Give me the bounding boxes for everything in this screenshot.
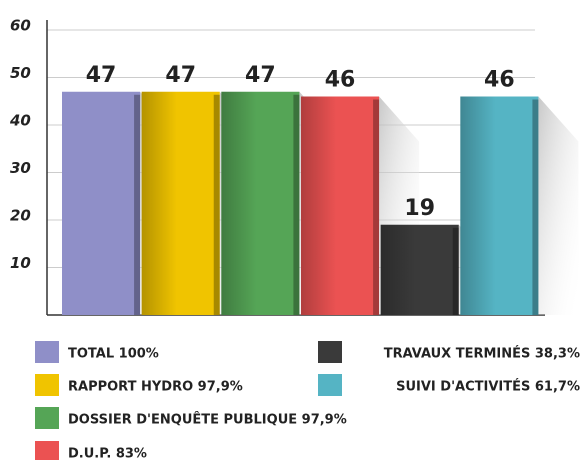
bar-shade (460, 96, 496, 315)
bar (62, 91, 141, 315)
legend-label: TRAVAUX TERMINÉS 38,3% (384, 346, 580, 362)
bar-shade (301, 96, 337, 315)
bar-shadow (538, 96, 579, 315)
y-tick-label: 20 (10, 207, 31, 225)
bar-side (532, 99, 539, 315)
legend-label: TOTAL 100% (68, 347, 159, 362)
bar-side (134, 94, 141, 315)
legend-swatch (35, 407, 59, 429)
value-label: 46 (325, 68, 356, 93)
legend-swatch (35, 441, 59, 460)
value-label: 47 (245, 63, 276, 88)
legend-label: SUIVI D'ACTIVITÉS 61,7% (396, 379, 580, 395)
legend-label: RAPPORT HYDRO 97,9% (68, 380, 243, 395)
legend-swatch (318, 341, 342, 363)
legend-label: D.U.P. 83% (68, 447, 147, 460)
bar-shade (380, 224, 416, 315)
bar-side (373, 99, 380, 315)
bar-shade (221, 91, 257, 315)
legend-swatch (35, 374, 59, 396)
legend-label: DOSSIER D'ENQUÊTE PUBLIQUE 97,9% (68, 412, 347, 428)
legend-swatch (318, 374, 342, 396)
value-label: 47 (165, 63, 196, 88)
value-label: 19 (404, 196, 435, 221)
y-tick-label: 10 (10, 254, 31, 272)
bar-shade (141, 91, 177, 315)
bar-side (293, 94, 300, 315)
y-tick-label: 50 (10, 64, 31, 82)
y-tick-label: 30 (10, 159, 31, 177)
y-tick-label: 40 (9, 112, 31, 130)
bar-side (452, 227, 459, 315)
value-label: 46 (484, 68, 515, 93)
legend-swatch (35, 341, 59, 363)
value-label: 47 (86, 63, 117, 88)
y-tick-label: 60 (10, 17, 31, 35)
bar-side (213, 94, 220, 315)
